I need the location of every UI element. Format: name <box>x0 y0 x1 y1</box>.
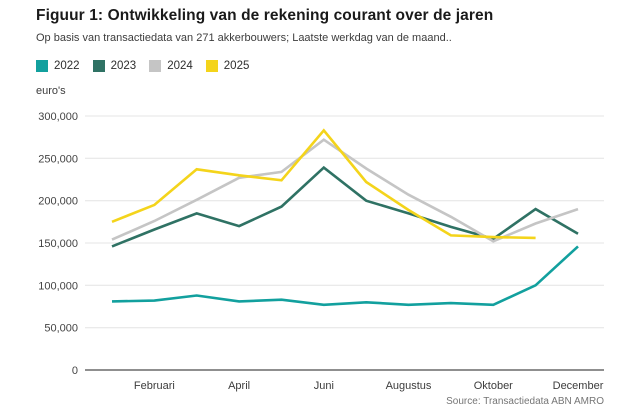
x-tick-label: Augustus <box>386 380 432 392</box>
x-tick-label: December <box>553 380 604 392</box>
y-tick-label: 300,000 <box>38 111 78 123</box>
x-tick-label: Oktober <box>474 380 513 392</box>
x-tick-label: Juni <box>314 380 334 392</box>
series-line-2022 <box>111 245 579 307</box>
source-text: Source: Transactiedata ABN AMRO <box>446 396 604 407</box>
x-tick-label: Februari <box>134 380 175 392</box>
legend-item-2025: 2025 <box>205 60 250 72</box>
x-tick-label: April <box>228 380 250 392</box>
legend-label: 2024 <box>167 60 193 72</box>
legend-label: 2025 <box>223 60 250 72</box>
legend-swatch-2023 <box>92 60 105 72</box>
y-tick-label: 0 <box>72 365 78 377</box>
legend-swatch-2022 <box>36 60 48 72</box>
series-line-2025 <box>111 128 536 240</box>
y-tick-label: 200,000 <box>38 196 78 208</box>
y-tick-label: 50,000 <box>44 323 78 335</box>
legend-item-2023: 2023 <box>92 60 137 72</box>
legend-label: 2022 <box>54 60 80 72</box>
y-axis-unit-label: euro's <box>36 85 66 97</box>
figure-subtitle: Op basis van transactiedata van 271 akke… <box>36 32 452 44</box>
legend-item-2022: 2022 <box>36 60 80 72</box>
series-line-2023 <box>111 165 579 248</box>
legend: 2022 2023 2024 2025 <box>36 60 249 72</box>
y-tick-label: 100,000 <box>38 280 78 292</box>
figure-title: Figuur 1: Ontwikkeling van de rekening c… <box>36 7 494 24</box>
y-tick-label: 150,000 <box>38 238 78 250</box>
legend-swatch-2025 <box>205 60 218 72</box>
legend-swatch-2024 <box>149 60 162 72</box>
y-tick-label: 250,000 <box>38 153 78 165</box>
legend-label: 2023 <box>110 60 137 72</box>
legend-item-2024: 2024 <box>149 60 193 72</box>
